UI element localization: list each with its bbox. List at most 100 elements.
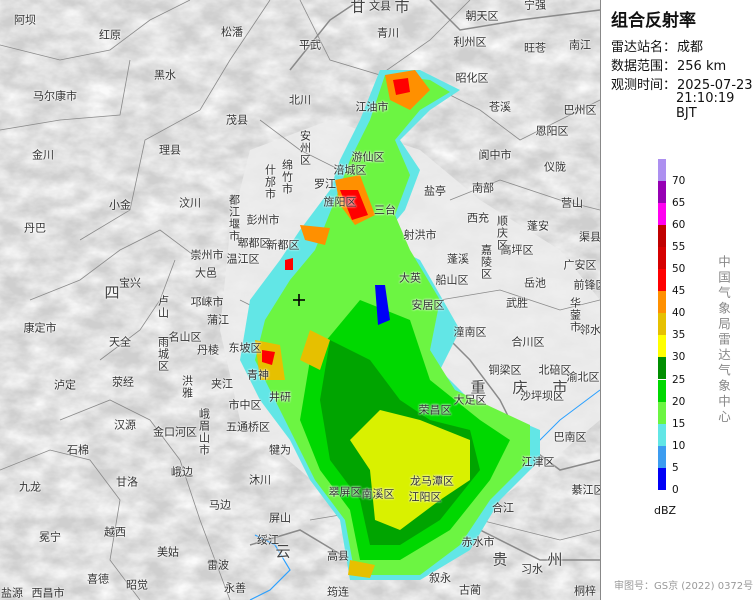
place-label: 平武: [299, 38, 321, 52]
place-label: 蓬溪: [447, 252, 469, 266]
legend-swatch: [658, 246, 666, 269]
place-label: 石棉: [67, 443, 89, 457]
place-label: 利州区: [453, 35, 487, 49]
date-value: 2025-07-23: [677, 78, 753, 93]
province-label: 贵: [492, 550, 508, 569]
place-label: 昭觉: [126, 578, 148, 592]
province-label: 四: [104, 283, 120, 302]
province-label: 云: [275, 542, 291, 561]
legend-swatch: [658, 291, 666, 314]
place-label: 龙马潭区: [410, 474, 454, 488]
legend-swatch: [658, 335, 666, 358]
legend-tick: 10: [672, 439, 686, 452]
legend-tick: 45: [672, 285, 686, 298]
range-label: 数据范围：: [611, 59, 677, 74]
radar-center-cross: [293, 294, 305, 306]
place-label: 蓬安: [527, 219, 549, 233]
info-panel: 组合反射率 雷达站名：成都 数据范围：256 km 观测时间：2025-07-2…: [600, 0, 756, 600]
place-label: 新都区: [266, 238, 300, 252]
legend-swatch: [658, 357, 666, 380]
province-label: 甘: [350, 0, 366, 16]
place-label: 越西: [104, 525, 126, 539]
place-label: 阿坝: [14, 13, 36, 27]
place-label: 合川区: [511, 335, 545, 349]
place-label: 喜德: [87, 572, 109, 586]
legend-unit: dBZ: [654, 504, 677, 517]
legend-swatch: [658, 379, 666, 402]
place-label: 华蓥市: [568, 297, 582, 333]
province-label: 重: [470, 378, 486, 397]
place-label: 恩阳区: [535, 124, 569, 138]
place-label: 赤水市: [461, 535, 495, 549]
province-label: 庆: [512, 378, 528, 397]
place-label: 崇州市: [190, 248, 224, 262]
place-label: 大足区: [453, 393, 487, 407]
time-row: 观测时间：2025-07-23: [611, 74, 753, 93]
place-label: 西充: [467, 211, 489, 225]
place-label: 罗江: [314, 177, 336, 191]
legend-tick: 0: [672, 484, 679, 496]
legend-tick: 20: [672, 395, 686, 408]
place-label: 习水: [521, 562, 543, 576]
place-label: 宝兴: [119, 276, 141, 290]
radar-echo: [240, 70, 540, 580]
place-label: 峨边: [171, 465, 193, 479]
place-label: 绵竹市: [280, 159, 294, 195]
place-label: 安居区: [411, 298, 445, 312]
place-label: 永善: [224, 581, 246, 595]
place-label: 巴州区: [563, 103, 597, 117]
place-label: 渠县: [579, 230, 600, 244]
place-label: 苍溪: [489, 100, 511, 114]
place-label: 甘洛: [116, 475, 138, 489]
place-label: 盐源: [1, 586, 23, 600]
place-label: 武胜: [506, 296, 528, 310]
place-label: 涪城区: [333, 163, 367, 177]
place-label: 铜梁区: [488, 363, 522, 377]
place-label: 温江区: [226, 252, 260, 266]
place-label: 北川: [289, 93, 311, 107]
place-label: 屏山: [269, 511, 291, 525]
place-label: 沐川: [249, 473, 271, 487]
place-label: 岳池: [524, 276, 546, 290]
place-label: 青川: [377, 26, 399, 40]
legend-tick: 5: [672, 461, 679, 474]
place-label: 什邡市: [263, 164, 277, 200]
product-title: 组合反射率: [611, 11, 696, 31]
place-label: 船山区: [435, 273, 469, 287]
legend-swatch: [658, 401, 666, 424]
place-label: 夹江: [211, 377, 233, 391]
place-label: 美姑: [157, 545, 179, 559]
place-label: 松潘: [221, 25, 243, 39]
place-label: 盐亭: [424, 184, 446, 198]
radar-map[interactable]: 阿坝 红原 松潘 甘 文县 市 宁强 朝天区 青川 平武 利州区 旺苍 南江 黑…: [0, 0, 600, 600]
place-label: 江油市: [355, 100, 389, 114]
place-label: 青神: [247, 368, 269, 382]
echo-30dbz: [350, 410, 470, 530]
place-label: 宁强: [524, 0, 546, 12]
place-label: 黑水: [154, 68, 176, 82]
place-label: 筠连: [327, 585, 349, 599]
legend-swatch: [658, 313, 666, 336]
place-label: 昭化区: [455, 71, 489, 85]
legend-tick: 55: [672, 240, 686, 253]
province-label: 州: [547, 550, 563, 569]
place-label: 大邑: [195, 266, 217, 280]
place-label: 旺苍: [524, 41, 546, 55]
legend-swatch: [658, 423, 666, 446]
map-canvas: [0, 0, 600, 600]
range-row: 数据范围：256 km: [611, 55, 726, 74]
legend-swatch: [658, 467, 666, 490]
legend-swatch: [658, 445, 666, 468]
place-label: 江阳区: [408, 490, 442, 504]
place-label: 射洪市: [403, 228, 437, 242]
place-label: 汉源: [114, 418, 136, 432]
legend-tick: 30: [672, 351, 686, 364]
place-label: 朝天区: [465, 9, 499, 23]
place-label: 金川: [32, 148, 54, 162]
place-label: 茂县: [226, 113, 248, 127]
range-value: 256 km: [677, 59, 727, 74]
place-label: 文县: [369, 0, 391, 13]
place-label: 汶川: [179, 196, 201, 210]
place-label: 蒲江: [207, 313, 229, 327]
legend-tick: 65: [672, 196, 686, 209]
